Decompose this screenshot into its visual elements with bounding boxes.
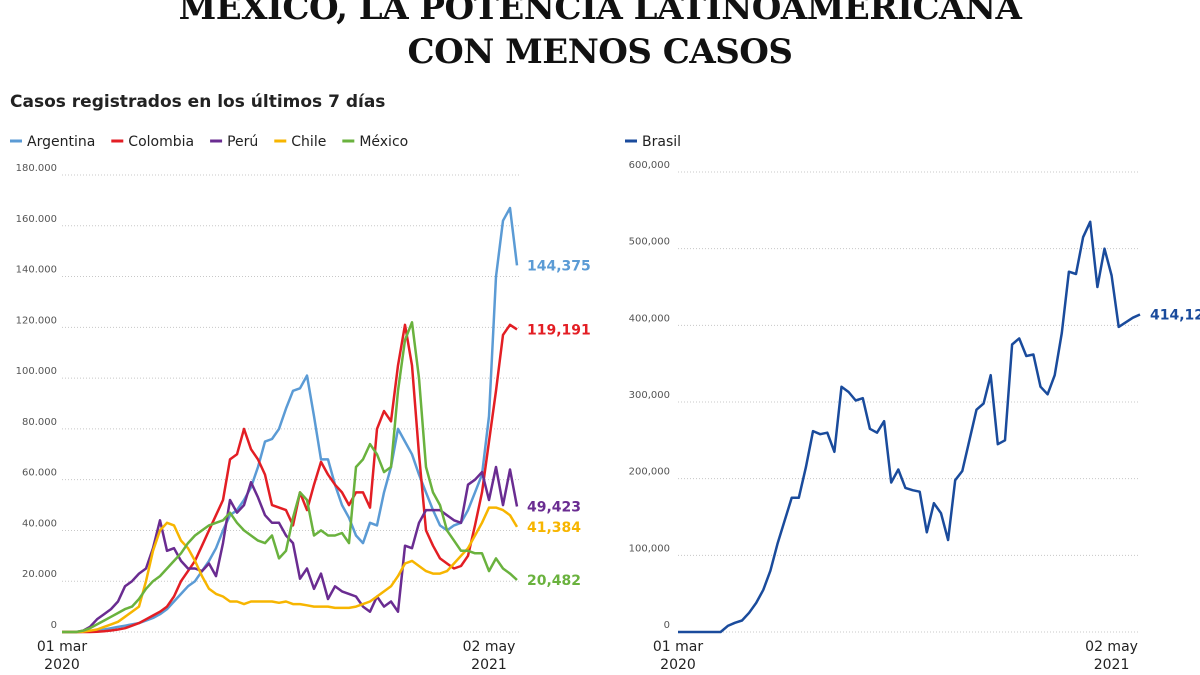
legend-label: Argentina bbox=[27, 134, 95, 150]
x-tick-label: 01 mar 2020 bbox=[36, 639, 88, 673]
subtitle: Casos registrados en los últimos 7 días bbox=[10, 92, 386, 112]
y-tick-label: 100.000 bbox=[16, 366, 57, 377]
y-tick-label: 60.000 bbox=[22, 468, 57, 479]
y-tick-label: 140.000 bbox=[16, 265, 57, 276]
y-tick-label: 500,000 bbox=[629, 237, 670, 248]
data-label: 119,191 bbox=[527, 322, 591, 338]
data-label: 414,123 bbox=[1150, 308, 1200, 324]
x-tick-label: 02 may 2021 bbox=[462, 639, 516, 673]
y-tick-label: 300,000 bbox=[629, 390, 670, 401]
legend-label: Colombia bbox=[128, 134, 194, 150]
data-label: 49,423 bbox=[527, 500, 581, 516]
series-line bbox=[62, 506, 519, 634]
y-tick-label: 400,000 bbox=[629, 313, 670, 324]
y-tick-label: 0 bbox=[664, 620, 670, 631]
data-label: 144,375 bbox=[527, 258, 591, 274]
data-label: 20,482 bbox=[527, 573, 581, 589]
legend-label: Perú bbox=[227, 134, 258, 150]
series-line bbox=[678, 220, 1141, 634]
y-tick-label: 180.000 bbox=[16, 163, 57, 174]
legend-label: Chile bbox=[291, 134, 326, 150]
x-tick-label: 01 mar 2020 bbox=[652, 639, 704, 673]
y-tick-label: 600,000 bbox=[629, 160, 670, 171]
y-tick-label: 80.000 bbox=[22, 417, 57, 428]
y-tick-label: 0 bbox=[51, 620, 57, 631]
y-tick-label: 160.000 bbox=[16, 214, 57, 225]
series-line bbox=[62, 323, 518, 634]
y-tick-label: 200,000 bbox=[629, 467, 670, 478]
legend-label: México bbox=[359, 134, 408, 150]
x-tick-label: 02 may 2021 bbox=[1085, 639, 1138, 673]
y-tick-label: 20.000 bbox=[22, 569, 57, 580]
y-tick-label: 120.000 bbox=[16, 315, 57, 326]
legend-label: Brasil bbox=[642, 134, 681, 150]
y-tick-label: 100,000 bbox=[629, 543, 670, 554]
page-title: MÉXICO, LA POTENCIA LATINOAMERICANA CON … bbox=[178, 0, 1022, 72]
data-label: 41,384 bbox=[527, 520, 581, 536]
series-line bbox=[62, 321, 518, 634]
y-tick-label: 40.000 bbox=[22, 518, 57, 529]
